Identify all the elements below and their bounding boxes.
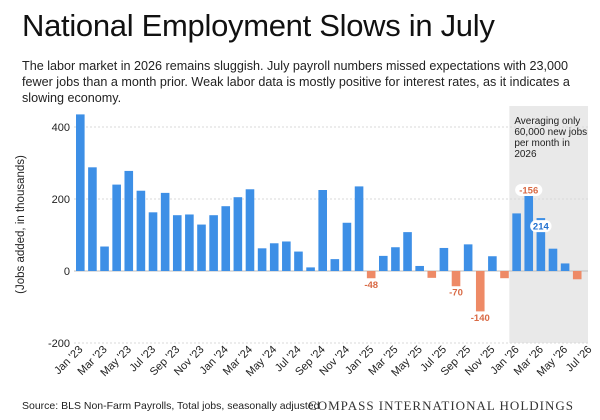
bar [136,190,146,271]
bar [560,263,570,271]
bar [427,271,437,278]
bar [269,243,279,271]
data-label: -70 [449,288,463,299]
y-tick-label: 400 [52,122,70,134]
bar [451,271,461,297]
bar [500,271,509,279]
bar [124,170,134,271]
bar [463,244,473,271]
bar [257,248,267,271]
bar [403,232,412,271]
bar [330,259,340,271]
bar [415,265,424,271]
y-axis-label: (Jobs added, in thousands) [15,155,27,294]
chart-title: National Employment Slows in July [22,8,495,43]
bar [221,206,231,271]
x-tick-label: Jul '26 [564,344,595,375]
bar [245,189,255,271]
y-tick-label: -200 [48,338,70,350]
bar [318,190,327,271]
chart-subtitle: The labor market in 2026 remains sluggis… [22,59,570,105]
bar [572,271,582,280]
bar [112,184,121,271]
bar [354,186,364,271]
data-label-bg [466,311,494,324]
bar [233,197,243,271]
y-tick-label: 0 [64,266,70,278]
bar [294,251,303,271]
annotation-line: 60,000 new jobs [514,127,587,138]
bar [391,247,400,271]
bar [475,271,485,322]
bar [148,212,158,271]
annotation-line: Averaging only [514,116,580,127]
bar [512,213,521,271]
bar [379,255,388,271]
data-label: -23 [583,0,598,3]
bar [536,218,546,271]
data-label: -48 [364,280,378,291]
bar [282,241,291,271]
bar [524,193,534,271]
brand-logo-text: COMPASS INTERNATIONAL HOLDINGS [308,398,574,413]
bar [197,224,206,271]
data-label-bg [515,183,543,196]
data-label: -156 [519,185,538,196]
annotation-line: per month in [514,138,570,149]
bar [209,215,218,271]
bar [306,267,315,271]
annotation: Averaging only 60,000 new jobs per month i… [514,116,587,160]
source-note: Source: BLS Non-Farm Payrolls, Total job… [22,400,320,412]
bar [100,246,109,271]
bar [439,247,449,271]
data-label: 214 [533,222,550,233]
data-label-bg [360,278,382,291]
bar [88,167,97,271]
data-label-bg [445,286,467,299]
bar [548,248,558,271]
annotation-line: 2026 [514,149,537,160]
bar [342,222,352,271]
bar [185,214,194,271]
data-label-bg [530,220,552,233]
data-label: -140 [471,313,490,324]
bar [76,114,85,272]
y-tick-label: 200 [52,194,70,206]
bar [488,256,497,271]
bar [172,215,182,271]
bar [160,192,170,271]
